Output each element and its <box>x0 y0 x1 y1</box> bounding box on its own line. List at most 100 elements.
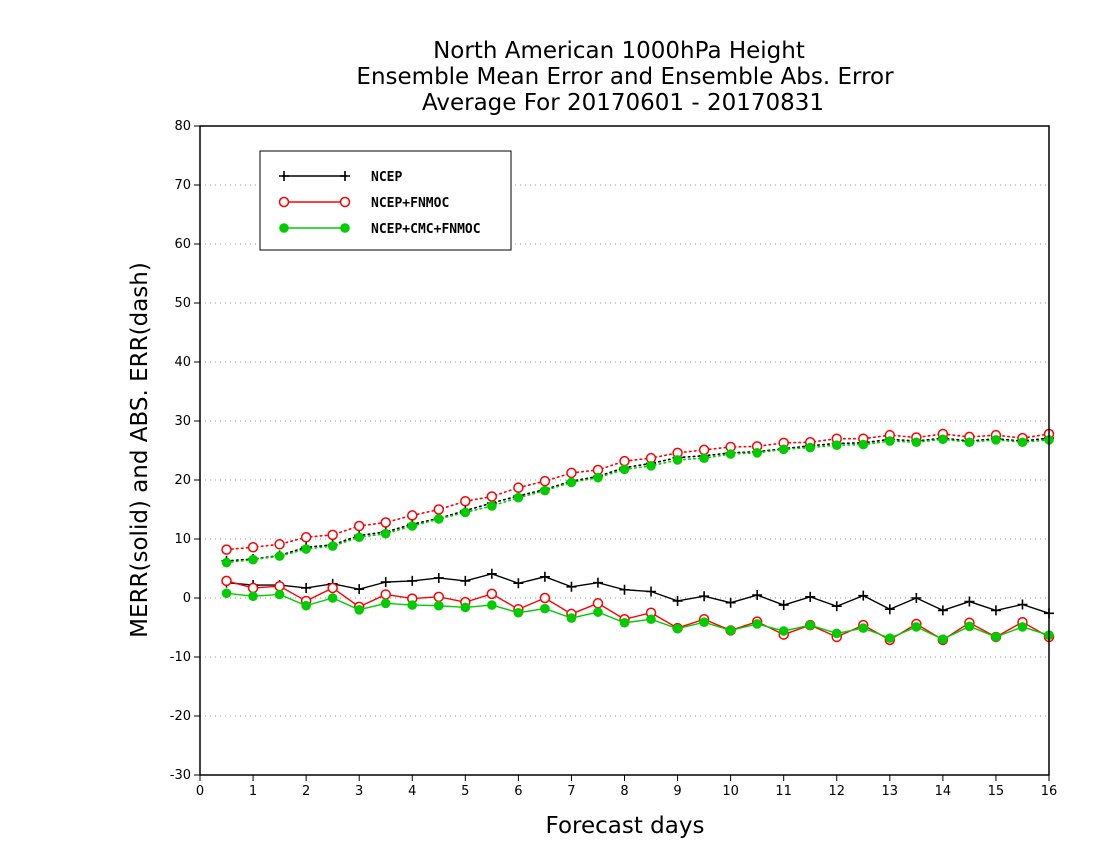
merr-point-ncep-cmc-fnmoc <box>672 623 683 634</box>
merr-point-ncep-cmc-fnmoc <box>354 605 364 615</box>
x-tick-label-2: 2 <box>302 784 310 799</box>
merr-point-ncep-cmc-fnmoc <box>858 623 869 633</box>
merr-point-ncep <box>911 593 922 603</box>
merr-point-ncep-cmc-fnmoc <box>1017 622 1028 632</box>
legend-label-ncep-fnmoc: NCEP+FNMOC <box>371 196 449 211</box>
abs-err-point-ncep-cmc-fnmoc <box>672 455 683 465</box>
y-tick-label-70: 70 <box>174 178 191 193</box>
x-tick-label-15: 15 <box>988 784 1005 799</box>
y-tick-label-0: 0 <box>183 591 191 606</box>
abs-err-line-ncep-cmc-fnmoc <box>225 438 1050 564</box>
abs-err-point-ncep-cmc-fnmoc <box>407 521 418 531</box>
y-tick-label-50: 50 <box>174 296 191 311</box>
merr-point-ncep <box>619 584 630 595</box>
y-tick-label--10: -10 <box>170 650 191 665</box>
abs-err-point-ncep-fnmoc <box>513 482 524 493</box>
merr-point-ncep-cmc-fnmoc <box>593 607 603 617</box>
abs-err-point-ncep-cmc-fnmoc <box>911 437 922 448</box>
merr-point-ncep-cmc-fnmoc <box>460 602 471 613</box>
merr-point-ncep-cmc-fnmoc <box>407 600 418 610</box>
abs-err-point-ncep-cmc-fnmoc <box>540 485 550 496</box>
x-axis-label: Forecast days <box>546 813 705 839</box>
series-layer <box>221 428 1055 646</box>
merr-point-ncep <box>433 572 444 583</box>
abs-err-point-ncep-cmc-fnmoc <box>991 435 1001 445</box>
abs-err-point-ncep-cmc-fnmoc <box>805 442 816 453</box>
x-tick-label-16: 16 <box>1041 784 1058 799</box>
merr-point-ncep-fnmoc <box>539 592 551 604</box>
merr-point-ncep-fnmoc <box>221 575 232 587</box>
merr-point-ncep-cmc-fnmoc <box>248 591 258 602</box>
legend-marker-start-ncep-cmc-fnmoc <box>279 223 289 233</box>
abs-err-point-ncep-cmc-fnmoc <box>831 440 842 450</box>
legend-marker-start-ncep <box>279 171 289 181</box>
y-tick-label-20: 20 <box>174 473 191 488</box>
abs-err-point-ncep-cmc-fnmoc <box>248 554 258 565</box>
x-tick-label-1: 1 <box>249 784 257 799</box>
x-tick-label-10: 10 <box>722 784 739 799</box>
merr-point-ncep <box>646 586 657 597</box>
merr-point-ncep-fnmoc <box>486 588 498 600</box>
abs-err-point-ncep-fnmoc <box>698 444 710 456</box>
abs-err-point-ncep-fnmoc <box>380 517 391 528</box>
merr-point-ncep-cmc-fnmoc <box>938 634 948 645</box>
merr-point-ncep <box>513 578 524 589</box>
abs-err-point-ncep-cmc-fnmoc <box>513 492 524 503</box>
merr-point-ncep-cmc-fnmoc <box>327 593 338 603</box>
legend-label-ncep-cmc-fnmoc: NCEP+CMC+FNMOC <box>371 222 481 237</box>
abs-err-point-ncep-fnmoc <box>274 539 285 550</box>
abs-err-point-ncep-fnmoc <box>566 467 577 479</box>
merr-point-ncep-cmc-fnmoc <box>725 625 736 636</box>
merr-point-ncep <box>539 571 550 582</box>
abs-err-point-ncep-fnmoc <box>539 475 551 487</box>
abs-err-point-ncep-fnmoc <box>433 504 445 515</box>
abs-err-point-ncep-cmc-fnmoc <box>301 544 311 554</box>
legend-marker-end-ncep <box>340 171 350 181</box>
merr-point-ncep <box>566 581 577 592</box>
y-tick-label-40: 40 <box>174 355 191 370</box>
legend-label-ncep: NCEP <box>371 170 402 185</box>
abs-err-point-ncep-cmc-fnmoc <box>858 439 869 450</box>
abs-err-point-ncep-fnmoc <box>353 520 365 532</box>
abs-err-point-ncep-cmc-fnmoc <box>354 532 364 543</box>
x-tick-label-4: 4 <box>408 784 416 799</box>
abs-err-point-ncep-cmc-fnmoc <box>1017 437 1028 448</box>
abs-err-point-ncep-cmc-fnmoc <box>593 472 603 483</box>
legend: NCEP NCEP+FNMOC NCEP+CMC+FNMOC <box>259 150 512 251</box>
merr-point-ncep-cmc-fnmoc <box>487 600 497 610</box>
x-tick-label-6: 6 <box>514 784 522 799</box>
merr-point-ncep <box>858 590 869 601</box>
x-tick-label-3: 3 <box>355 784 363 799</box>
legend-entry-ncep: NCEP <box>279 170 402 185</box>
abs-err-point-ncep-fnmoc <box>619 455 630 467</box>
x-tick-label-14: 14 <box>935 784 952 799</box>
abs-err-line-ncep-fnmoc <box>225 433 1050 551</box>
legend-box <box>259 150 512 251</box>
abs-err-point-ncep-cmc-fnmoc <box>699 453 709 463</box>
merr-point-ncep <box>486 568 497 579</box>
abs-err-point-ncep-cmc-fnmoc <box>619 464 630 475</box>
merr-point-ncep <box>380 577 391 588</box>
merr-point-ncep <box>937 605 948 616</box>
y-tick-label--20: -20 <box>170 709 191 724</box>
merr-point-ncep-fnmoc <box>327 582 338 594</box>
merr-point-ncep <box>460 575 471 586</box>
x-tick-label-8: 8 <box>620 784 628 799</box>
x-tick-label-5: 5 <box>461 784 469 799</box>
series-ncep-fnmoc <box>221 428 1055 646</box>
merr-point-ncep-cmc-fnmoc <box>885 633 895 643</box>
merr-point-ncep <box>699 591 710 602</box>
merr-point-ncep-fnmoc <box>380 589 391 600</box>
merr-point-ncep <box>407 575 418 586</box>
x-tick-label-9: 9 <box>673 784 681 799</box>
merr-point-ncep <box>592 577 603 588</box>
abs-err-point-ncep-cmc-fnmoc <box>433 514 444 524</box>
abs-err-point-ncep-cmc-fnmoc <box>885 436 895 446</box>
merr-point-ncep-cmc-fnmoc <box>221 588 232 599</box>
abs-err-point-ncep-cmc-fnmoc <box>460 507 471 518</box>
title-line-2: Ensemble Mean Error and Ensemble Abs. Er… <box>356 64 894 90</box>
merr-point-ncep <box>884 604 895 615</box>
merr-point-ncep-cmc-fnmoc <box>911 622 922 632</box>
merr-point-ncep-cmc-fnmoc <box>805 620 816 630</box>
